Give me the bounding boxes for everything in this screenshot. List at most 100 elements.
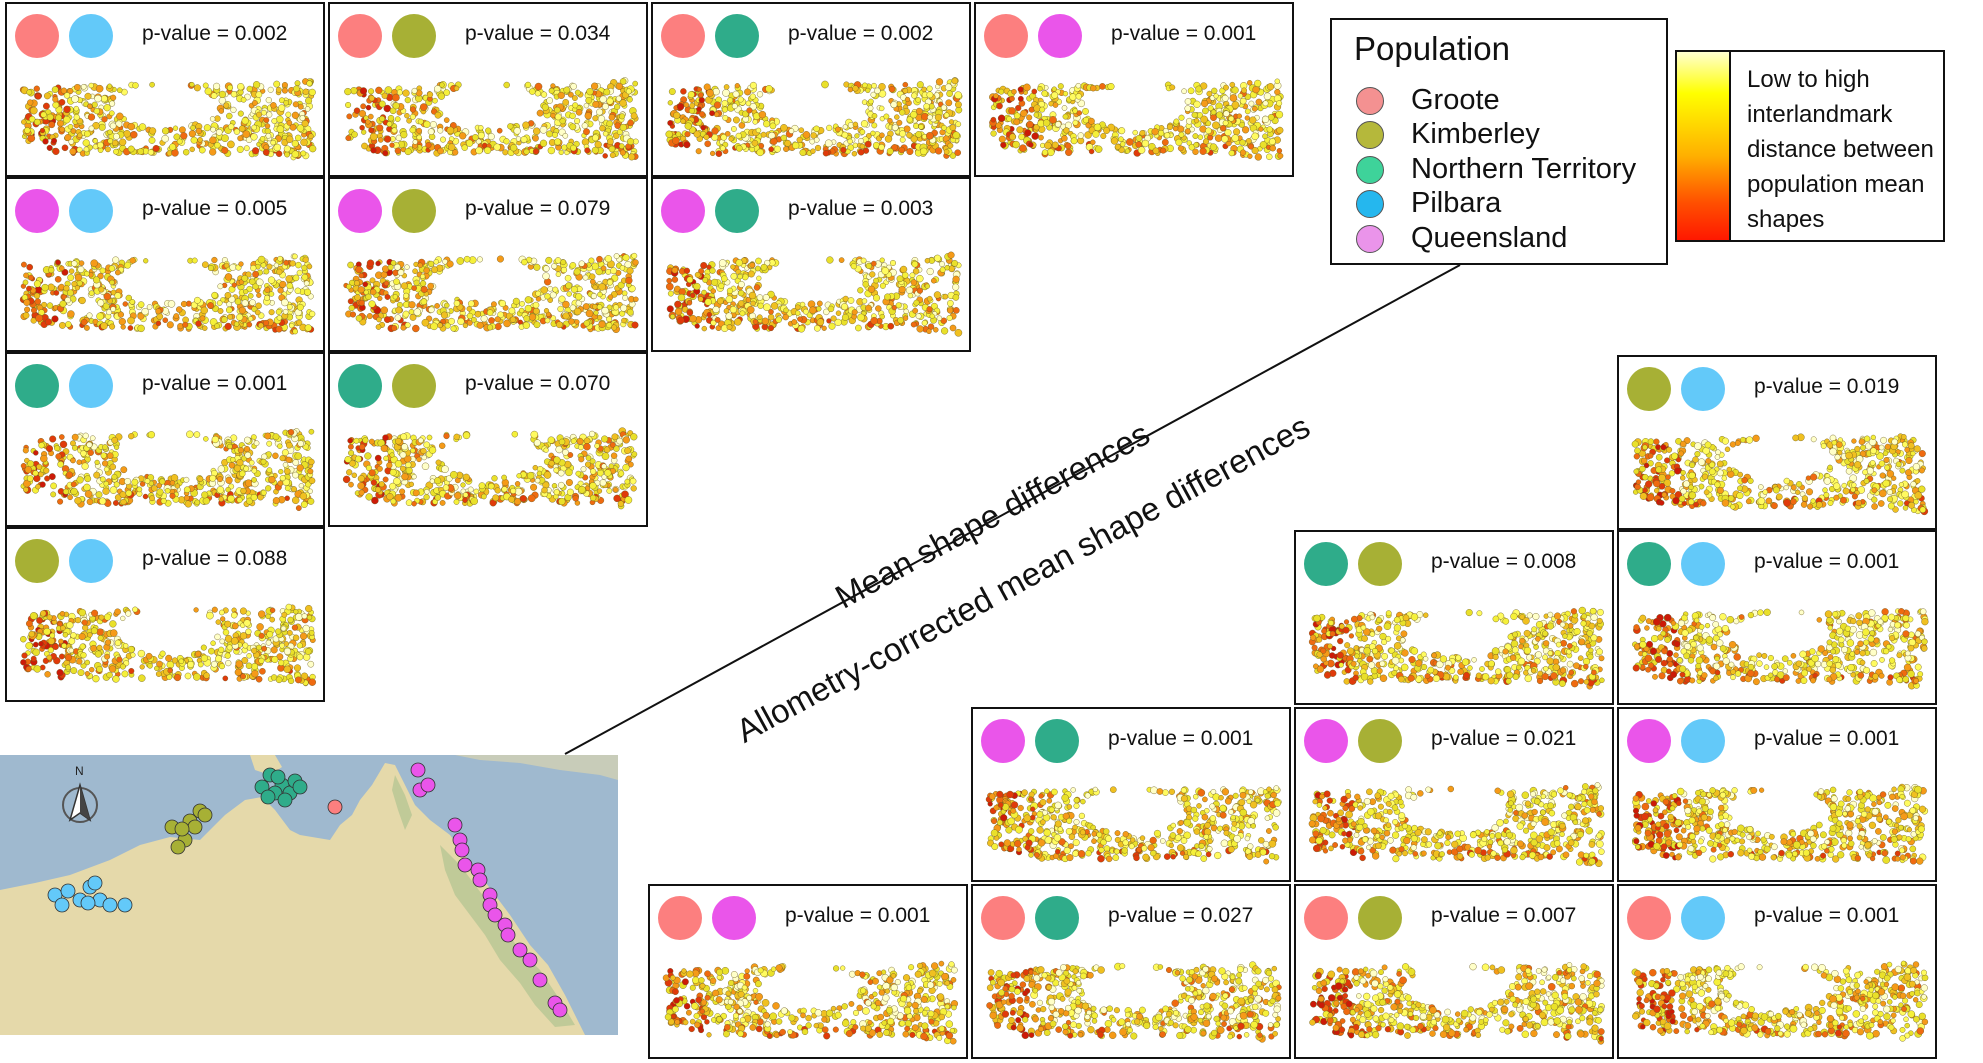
landmark-point: [1013, 118, 1021, 126]
landmark-point: [523, 315, 530, 322]
landmark-point: [253, 440, 260, 447]
landmark-point: [228, 462, 236, 469]
landmark-point: [816, 306, 822, 312]
landmark-point: [496, 255, 504, 263]
landmark-point: [264, 123, 271, 129]
landmark-point: [750, 300, 756, 307]
landmark-point: [89, 435, 96, 442]
landmark-point: [119, 138, 127, 146]
landmark-point: [207, 302, 214, 309]
landmark-point: [243, 445, 251, 453]
landmark-point: [700, 262, 708, 270]
landmark-point: [276, 115, 284, 123]
landmark-point: [871, 122, 878, 129]
landmark-point: [257, 255, 266, 264]
landmark-point: [477, 131, 485, 139]
landmark-point: [949, 324, 957, 332]
landmark-point: [889, 260, 896, 267]
landmark-point: [39, 127, 46, 134]
landmark-point: [592, 115, 599, 122]
landmark-point: [892, 124, 899, 131]
landmark-point: [563, 86, 571, 94]
landmark-point: [292, 101, 299, 108]
landmark-point: [755, 257, 762, 265]
landmark-point: [439, 82, 445, 88]
landmark-point: [1012, 140, 1020, 149]
landmark-point: [26, 263, 34, 271]
landmark-point: [80, 318, 88, 326]
landmark-point: [376, 316, 382, 323]
landmark-point: [554, 113, 562, 121]
landmark-point: [1062, 113, 1069, 120]
landmark-point: [1184, 105, 1191, 112]
landmark-point: [294, 80, 301, 87]
landmark-point: [214, 141, 221, 149]
landmark-point: [182, 148, 190, 156]
landmark-point: [453, 85, 460, 92]
landmark-point: [737, 273, 743, 280]
landmark-point: [1137, 146, 1146, 154]
landmark-point: [216, 486, 225, 494]
landmark-point: [87, 113, 96, 121]
landmark-point: [405, 499, 413, 506]
landmark-point: [1011, 89, 1017, 95]
landmark-point: [94, 459, 100, 466]
landmark-point: [462, 322, 469, 329]
landmark-point: [87, 449, 94, 456]
skull-shape-heatmap: [342, 427, 638, 510]
landmark-point: [115, 269, 121, 276]
landmark-point: [632, 80, 639, 87]
landmark-point: [1248, 100, 1255, 107]
landmark-point: [943, 149, 950, 155]
landmark-point: [767, 325, 774, 332]
landmark-point: [841, 313, 849, 321]
landmark-point: [745, 100, 752, 107]
landmark-point: [238, 261, 244, 267]
landmark-point: [590, 468, 597, 475]
landmark-point: [918, 124, 924, 130]
mean-panel-queensland-northern-territory: p-value = 0.003: [651, 177, 971, 352]
landmark-point: [33, 450, 39, 456]
landmark-point: [268, 291, 275, 297]
landmark-point: [417, 118, 424, 125]
landmark-point: [279, 475, 286, 482]
landmark-point: [94, 94, 102, 103]
landmark-point: [359, 87, 368, 95]
landmark-point: [926, 328, 932, 335]
landmark-point: [571, 95, 578, 101]
landmark-point: [529, 313, 537, 321]
landmark-point: [1240, 149, 1247, 156]
landmark-point: [1266, 153, 1273, 161]
landmark-point: [198, 146, 206, 154]
landmark-point: [667, 100, 673, 106]
landmark-point: [166, 321, 174, 329]
landmark-point: [493, 143, 501, 151]
landmark-point: [59, 322, 66, 329]
landmark-point: [346, 283, 352, 290]
landmark-point: [619, 265, 626, 271]
landmark-point: [103, 104, 111, 112]
landmark-point: [408, 301, 416, 309]
landmark-point: [1082, 108, 1089, 115]
landmark-point: [297, 440, 304, 447]
landmark-point: [189, 82, 195, 88]
landmark-point: [1026, 114, 1033, 121]
landmark-point: [443, 89, 450, 96]
landmark-point: [202, 82, 209, 89]
landmark-point: [1209, 143, 1218, 151]
landmark-point: [480, 315, 488, 323]
landmark-point: [299, 492, 308, 500]
landmark-point: [70, 128, 77, 134]
landmark-point: [535, 290, 542, 297]
landmark-point: [379, 115, 386, 122]
landmark-point: [87, 103, 93, 110]
landmark-point: [1107, 83, 1115, 91]
landmark-point: [1229, 94, 1238, 102]
landmark-point: [625, 455, 633, 463]
landmark-point: [433, 259, 439, 265]
landmark-point: [501, 474, 507, 481]
landmark-point: [998, 135, 1006, 143]
landmark-point: [904, 96, 911, 103]
landmark-point: [533, 439, 541, 447]
landmark-point: [95, 84, 104, 93]
